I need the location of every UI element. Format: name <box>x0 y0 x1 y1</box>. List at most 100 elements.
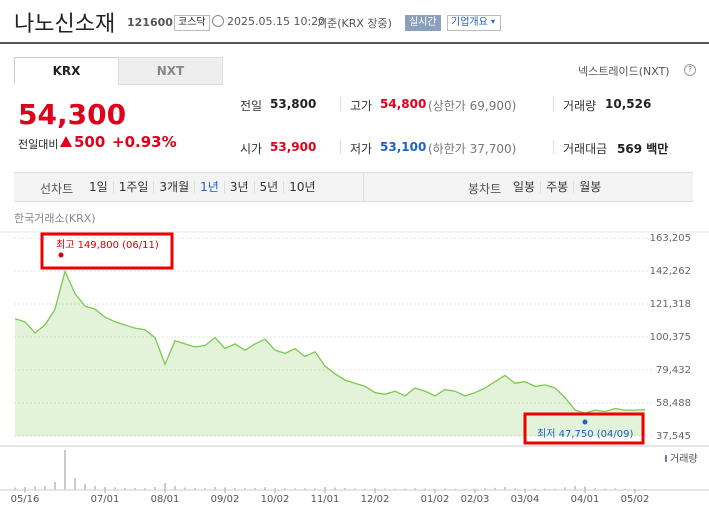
period-button[interactable]: 1년 <box>194 181 224 193</box>
volume-bar <box>24 487 26 490</box>
x-tick-label: 02/03 <box>461 494 490 505</box>
x-tick-label: 12/02 <box>361 494 390 505</box>
header-rule <box>0 42 709 44</box>
overview-button[interactable]: 기업개요 <box>447 15 501 31</box>
price-area <box>15 271 645 436</box>
period-button[interactable]: 1일 <box>89 180 108 194</box>
x-tick-label: 05/16 <box>11 494 40 505</box>
volume-bar <box>464 488 466 490</box>
volume-bar <box>164 483 166 490</box>
line-periods: 1일 1주일 3개월 1년 3년 5년 10년 <box>84 180 321 194</box>
realtime-badge[interactable]: 실시간 <box>405 15 441 31</box>
volume-bar <box>274 488 276 490</box>
stat-value: 10,526 <box>605 97 652 111</box>
clock-icon <box>212 15 224 27</box>
volume-bar <box>144 488 146 490</box>
stat-divider <box>340 140 341 154</box>
volume-bar <box>564 487 566 490</box>
volume-bar <box>594 488 596 490</box>
stat-value: 53,800 <box>270 97 317 111</box>
volume-bar <box>514 488 516 490</box>
low-box <box>523 412 645 445</box>
volume-bar <box>264 487 266 490</box>
basis: 기준(KRX 장중) <box>317 17 392 30</box>
volume-bar <box>14 487 16 490</box>
x-tick-label: 10/02 <box>261 494 290 505</box>
y-tick-label: 58,488 <box>656 398 691 409</box>
volume-bar <box>504 487 506 490</box>
volume-bar <box>294 488 296 490</box>
tab-nxt[interactable]: NXT <box>118 57 223 85</box>
market-badge: 코스닥 <box>174 15 210 31</box>
volume-bar <box>244 488 246 490</box>
volume-bar <box>284 488 286 490</box>
volume-bar <box>184 487 186 490</box>
y-tick-label: 163,205 <box>650 233 691 244</box>
volume-bar <box>424 488 426 490</box>
stat-note: (하한가 37,700) <box>428 142 517 156</box>
volume-bar <box>74 478 76 490</box>
x-tick-label: 08/01 <box>151 494 180 505</box>
current-price: 54,300 <box>18 98 127 131</box>
stat-value: 569 백만 <box>617 142 669 156</box>
period-button[interactable]: 1주일 <box>112 181 154 193</box>
volume-bar <box>584 486 586 490</box>
volume-bar <box>374 488 376 490</box>
nxt-link[interactable]: 넥스트레이드(NXT) <box>578 65 670 78</box>
y-tick-label: 79,432 <box>656 365 691 376</box>
volume-bar <box>104 487 106 490</box>
volume-bar <box>474 488 476 490</box>
tab-krx[interactable]: KRX <box>14 57 119 84</box>
volume-bar <box>484 488 486 490</box>
y-tick-label: 142,262 <box>650 266 691 277</box>
high-label: 최고 149,800 (06/11) <box>56 239 159 251</box>
period-button[interactable]: 10년 <box>283 181 320 193</box>
period-button[interactable]: 3년 <box>223 181 254 193</box>
change: 500 <box>74 133 106 151</box>
period-button[interactable]: 5년 <box>253 181 284 193</box>
volume-bar <box>34 486 36 490</box>
volume-bar <box>254 488 256 490</box>
volume-bar <box>84 484 86 490</box>
high-marker <box>58 252 64 258</box>
stat-divider <box>553 97 554 111</box>
x-tick-label: 01/02 <box>421 494 450 505</box>
volume-bar <box>64 450 66 490</box>
candle-button[interactable]: 일봉 <box>513 180 536 194</box>
period-button[interactable]: 3개월 <box>153 181 194 193</box>
stat-value: 53,900 <box>270 140 317 154</box>
volume-bar <box>414 488 416 490</box>
up-triangle <box>60 136 72 147</box>
low-label: 최저 47,750 (04/09) <box>537 428 633 440</box>
volume-bar <box>224 487 226 490</box>
volume-bar <box>384 488 386 490</box>
volume-bar <box>534 488 536 490</box>
volume-bar <box>454 488 456 490</box>
volume-bar <box>444 488 446 490</box>
volume-bar <box>334 487 336 490</box>
period-divider <box>363 172 364 202</box>
volume-bar <box>554 488 556 490</box>
x-tick-label: 09/02 <box>211 494 240 505</box>
company-name: 나노신소재 <box>14 12 116 37</box>
stat-label: 고가 <box>350 99 373 113</box>
volume-bar <box>614 488 616 490</box>
volume-bar <box>234 488 236 490</box>
volume-bar <box>114 487 116 490</box>
candle-button[interactable]: 월봉 <box>573 181 606 193</box>
volume-bar <box>204 488 206 490</box>
volume-bar <box>604 488 606 490</box>
timestamp: 2025.05.15 10:20 <box>227 15 326 28</box>
volume-bar <box>434 488 436 490</box>
stat-label: 거래대금 <box>563 142 608 156</box>
volume-bar <box>574 486 576 490</box>
help-icon[interactable]: ? <box>684 64 696 76</box>
volume-bar <box>404 488 406 490</box>
candle-button[interactable]: 주봉 <box>540 181 573 193</box>
price-line <box>14 269 646 414</box>
volume-bar <box>544 488 546 490</box>
stock-code: 121600 <box>127 16 173 29</box>
stat-value: 53,100 <box>380 140 427 154</box>
